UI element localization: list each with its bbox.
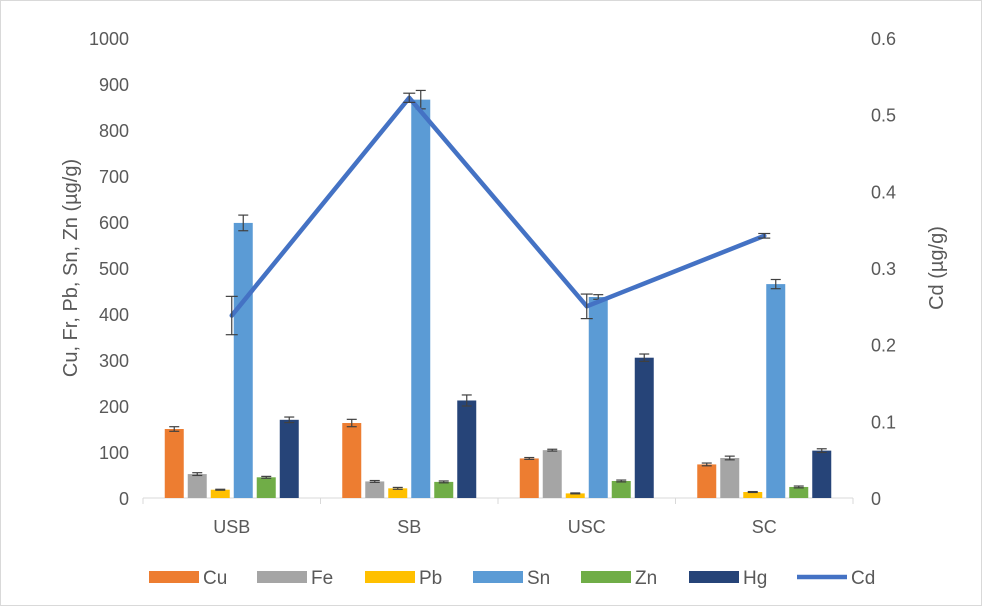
- y-axis-title: Cu, Fr, Pb, Sn, Zn (µg/g): [60, 159, 82, 377]
- y-tick-label: 0: [119, 489, 129, 509]
- bar-pb: [565, 493, 585, 498]
- y-tick-label: 700: [99, 167, 129, 187]
- legend-swatch-fe: [257, 571, 307, 583]
- bar-fe: [187, 474, 207, 498]
- y-tick-label: 100: [99, 443, 129, 463]
- legend-label-zn: Zn: [635, 568, 657, 589]
- bar-cu: [697, 464, 717, 498]
- bar-pb: [210, 489, 230, 498]
- legend-swatch-hg: [689, 571, 739, 583]
- bar-cu: [342, 423, 362, 498]
- y-tick-label: 500: [99, 259, 129, 279]
- y2-axis-title: Cd (µg/g): [926, 226, 948, 310]
- bar-sn: [411, 99, 431, 498]
- bar-pb: [388, 488, 408, 498]
- bar-fe: [365, 481, 385, 498]
- y-tick-label: 800: [99, 121, 129, 141]
- y2-tick-label: 0.5: [871, 106, 896, 126]
- bar-zn: [256, 477, 276, 498]
- bar-fe: [542, 450, 562, 498]
- chart-bars: [164, 89, 832, 499]
- y-tick-label: 300: [99, 351, 129, 371]
- bar-hg: [634, 357, 654, 498]
- y2-tick-label: 0: [871, 489, 881, 509]
- legend-label-cd: Cd: [851, 568, 875, 589]
- y2-tick-label: 0.2: [871, 336, 896, 356]
- y-tick-label: 400: [99, 305, 129, 325]
- legend-swatch-zn: [581, 571, 631, 583]
- bar-hg: [279, 419, 299, 498]
- legend-swatch-cu: [149, 571, 199, 583]
- chart-axes: USB SB USC SC 0 100 200 300 400 500 600 700 800 900 10…: [89, 29, 896, 537]
- legend-label-cu: Cu: [203, 568, 227, 589]
- bar-zn: [434, 481, 454, 498]
- chart-legend: Cu Fe Pb Sn Zn Hg Cd: [149, 568, 875, 589]
- chart-line: [225, 92, 771, 336]
- bar-sn: [233, 222, 253, 499]
- x-tick-label: SC: [752, 517, 777, 537]
- bar-fe: [720, 457, 740, 498]
- y2-tick-label: 0.6: [871, 29, 896, 49]
- legend-label-sn: Sn: [527, 568, 550, 589]
- y-tick-label: 900: [99, 75, 129, 95]
- legend-label-pb: Pb: [419, 568, 442, 589]
- legend-swatch-pb: [365, 571, 415, 583]
- line-cd: [229, 95, 767, 318]
- bar-cu: [164, 429, 184, 498]
- y2-tick-label: 0.3: [871, 259, 896, 279]
- y-tick-label: 1000: [89, 29, 129, 49]
- x-tick-label: USB: [213, 517, 250, 537]
- bar-sn: [766, 284, 786, 498]
- y2-tick-label: 0.1: [871, 412, 896, 432]
- bar-zn: [789, 486, 809, 498]
- bar-hg: [812, 450, 832, 498]
- x-tick-label: USC: [568, 517, 606, 537]
- bar-cu: [519, 458, 539, 498]
- legend-swatch-sn: [473, 571, 523, 583]
- y-tick-label: 600: [99, 213, 129, 233]
- bar-zn: [611, 480, 631, 498]
- legend-label-hg: Hg: [743, 568, 767, 589]
- legend-label-fe: Fe: [311, 568, 333, 589]
- bar-sn: [588, 296, 608, 498]
- y-tick-label: 200: [99, 397, 129, 417]
- x-tick-label: SB: [397, 517, 421, 537]
- bar-pb: [743, 492, 763, 498]
- bar-hg: [457, 400, 477, 498]
- y2-tick-label: 0.4: [871, 182, 896, 202]
